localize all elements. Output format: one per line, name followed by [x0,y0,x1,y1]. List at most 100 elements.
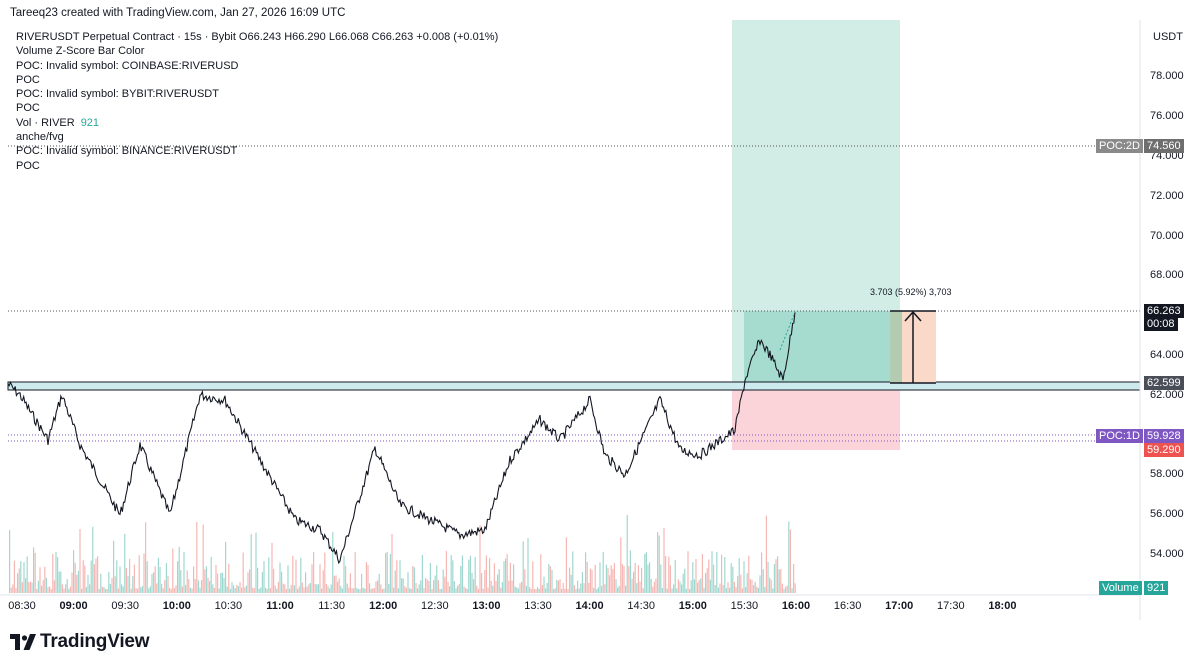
volume-bar [55,551,57,593]
volume-bar [785,586,787,593]
measure-arrow-head [904,310,922,322]
volume-bar [279,562,281,593]
volume-bar [157,557,159,593]
poc-1d-price-label[interactable]: 59.928 [1144,429,1184,443]
legend-volume[interactable]: Vol · RIVER 921 [16,116,498,130]
volume-bar [545,588,547,593]
volume-bar [159,566,161,593]
volume-bar [313,551,315,593]
volume-bar [178,546,180,593]
legend-indicator[interactable]: POC [16,73,40,86]
legend-indicator[interactable]: Volume Z-Score Bar Color [16,45,145,58]
price-axis-currency[interactable]: USDT [1153,31,1183,43]
volume-bar [492,585,494,593]
volume-bar [557,580,559,593]
volume-bar [503,561,505,593]
volume-tag[interactable]: Volume [1099,581,1142,595]
volume-bar [561,589,563,593]
stop-price-label[interactable]: 59.290 [1144,443,1184,457]
volume-bar [298,586,300,593]
volume-bar [188,579,190,593]
volume-bar [469,555,471,593]
volume-bar [663,528,665,593]
legend-main-series[interactable]: RIVERUSDT Perpetual Contract · 15s · Byb… [16,31,499,43]
level-price-label[interactable]: 62.599 [1144,376,1184,390]
volume-bar [44,566,46,593]
volume-bar [759,575,761,593]
volume-bar [201,580,203,593]
volume-bar [189,587,191,593]
volume-bar [746,573,748,593]
volume-bar [781,583,783,593]
volume-bar [137,588,139,593]
volume-bar [577,580,579,593]
time-tick: 09:30 [111,600,139,612]
measure-readout: 3.703 (5.92%) 3,703 [870,287,952,297]
volume-bar [250,534,252,593]
volume-bar [82,560,84,593]
measure-box-left[interactable] [890,311,902,383]
volume-value-label[interactable]: 921 [1144,581,1169,595]
volume-bar [765,515,767,593]
poc-2d-price-label[interactable]: 74.560 [1144,139,1184,153]
volume-bar [585,552,587,593]
volume-bar [249,569,251,593]
volume-bar [689,589,691,593]
volume-bar [133,564,135,593]
legend-indicator[interactable]: POC: Invalid symbol: COINBASE:RIVERUSD [16,59,239,72]
volume-bar [373,588,375,593]
volume-bar [170,589,172,593]
legend-indicator[interactable]: anche/fvg [16,131,64,144]
volume-bar [21,582,23,593]
volume-bar [135,588,137,593]
volume-bar [221,572,223,593]
volume-bar [346,583,348,593]
legend-indicator[interactable]: POC: Invalid symbol: BINANCE:RIVERUSDT [16,145,238,158]
poc-1d-tag[interactable]: POC:1D [1096,429,1143,443]
volume-bar [391,534,393,593]
volume-bar [402,578,404,593]
volume-bar [165,562,167,593]
volume-bar [658,535,660,593]
volume-bar [553,589,555,593]
volume-bar [692,562,694,593]
time-tick: 08:30 [8,600,36,612]
loss-zone[interactable] [732,383,900,450]
volume-bar [50,589,52,593]
volume-bar [783,588,785,593]
volume-bar [780,568,782,593]
volume-bar [84,565,86,593]
time-tick: 13:00 [472,600,501,612]
volume-bar [357,589,359,593]
volume-bar [725,588,727,593]
legend-indicator[interactable]: POC [16,159,40,172]
volume-bar [333,575,335,593]
legend-indicator[interactable]: POC: Invalid symbol: BYBIT:RIVERUSDT [16,88,219,101]
last-price-label[interactable]: 66.263 [1144,304,1184,318]
volume-bar [277,581,279,593]
legend-indicator[interactable]: POC [16,102,40,115]
volume-bar [18,568,20,593]
volume-bar [76,574,78,593]
poc-2d-tag[interactable]: POC:2D [1096,139,1143,153]
volume-bar [612,569,614,593]
volume-bar [426,579,428,593]
chart-legend[interactable]: RIVERUSDT Perpetual Contract · 15s · Byb… [16,30,498,173]
level-band[interactable] [7,381,1141,391]
volume-bar [740,574,742,593]
volume-bar [306,586,308,593]
volume-bar [253,588,255,593]
volume-bar [287,565,289,593]
price-tick: 58.000 [1150,468,1184,480]
volume-bar [274,585,276,593]
time-tick: 16:00 [781,600,811,612]
volume-bar [721,554,723,593]
volume-bar [349,573,351,593]
volume-bar [79,529,81,593]
measure-box[interactable] [902,311,936,383]
volume-bar [81,588,83,593]
volume-bar [244,587,246,593]
volume-bar [420,580,422,593]
volume-bar [119,566,121,593]
